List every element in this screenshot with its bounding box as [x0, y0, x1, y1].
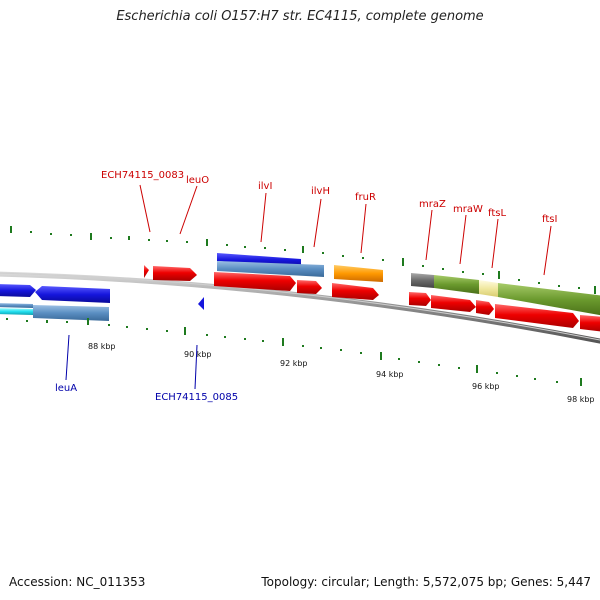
cds-group-ilv [214, 253, 324, 294]
cds-frur [332, 283, 379, 300]
forward-gene-labels: ECH74115_0083 leuO ilvI ilvH fruR mraZ m… [101, 170, 557, 225]
feature-steel-leua [33, 305, 109, 321]
genome-backbone [0, 271, 600, 344]
tick-labels: 88 kbp 90 kbp 92 kbp 94 kbp 96 kbp 98 kb… [88, 342, 595, 404]
feature-steel-left [0, 303, 33, 308]
gene-label-frur: fruR [355, 192, 376, 203]
accession-text: Accession: NC_011353 [9, 575, 146, 589]
cds-group-frur [332, 265, 383, 300]
gene-label-ech74115-0083: ECH74115_0083 [101, 170, 184, 181]
tick-label: 96 kbp [472, 382, 500, 391]
cds-ilvh [297, 280, 322, 294]
tick-label: 92 kbp [280, 359, 308, 368]
feature-pale-ftsl [479, 280, 498, 297]
cds-ilvi [214, 272, 296, 291]
gene-label-ilvh: ilvH [311, 186, 330, 197]
gene-label-mraz: mraZ [419, 199, 446, 210]
map-title: Escherichia coli O157:H7 str. EC4115, co… [116, 9, 484, 24]
gene-label-ilvi: ilvI [258, 181, 272, 192]
feature-orange-frur [334, 265, 383, 282]
cds-next [580, 315, 600, 332]
lower-scale-marks [6, 318, 582, 386]
feature-blue-left [0, 284, 36, 297]
cds-group-leuo [144, 265, 204, 310]
label-leader-lines [65, 184, 552, 390]
tick-label: 90 kbp [184, 350, 212, 359]
small-red-arrow [144, 265, 149, 278]
cds-ftsl [476, 300, 494, 315]
cds-ftsi [495, 304, 579, 328]
feature-olive-ftsi [498, 283, 600, 316]
gene-label-leuo: leuO [186, 175, 209, 186]
feature-cyan-left [0, 308, 33, 315]
ech74115-0085-marker [198, 297, 204, 310]
gene-label-leua: leuA [55, 383, 77, 394]
tick-label: 88 kbp [88, 342, 116, 351]
cds-group-fts [409, 273, 600, 332]
genome-topology-text: Topology: circular; Length: 5,572,075 bp… [261, 575, 591, 589]
tick-label: 98 kbp [567, 395, 595, 404]
reverse-gene-labels: leuA ECH74115_0085 [55, 383, 238, 403]
gene-label-ech74115-0085: ECH74115_0085 [155, 392, 238, 403]
gene-label-ftsi: ftsI [542, 214, 557, 225]
tick-label: 94 kbp [376, 370, 404, 379]
cds-leuo [153, 266, 197, 281]
cds-mraw [431, 295, 476, 312]
gene-label-mraw: mraW [453, 204, 483, 215]
left-feature-group [0, 284, 110, 321]
upper-scale-marks [10, 226, 596, 294]
feature-olive-mraw [434, 275, 479, 294]
feature-gray-mraz [411, 273, 434, 288]
gene-label-ftsl: ftsL [488, 208, 506, 219]
feature-steel-ilvi [217, 261, 324, 277]
cds-mraz [409, 292, 431, 306]
feature-blue-leua [35, 286, 110, 303]
